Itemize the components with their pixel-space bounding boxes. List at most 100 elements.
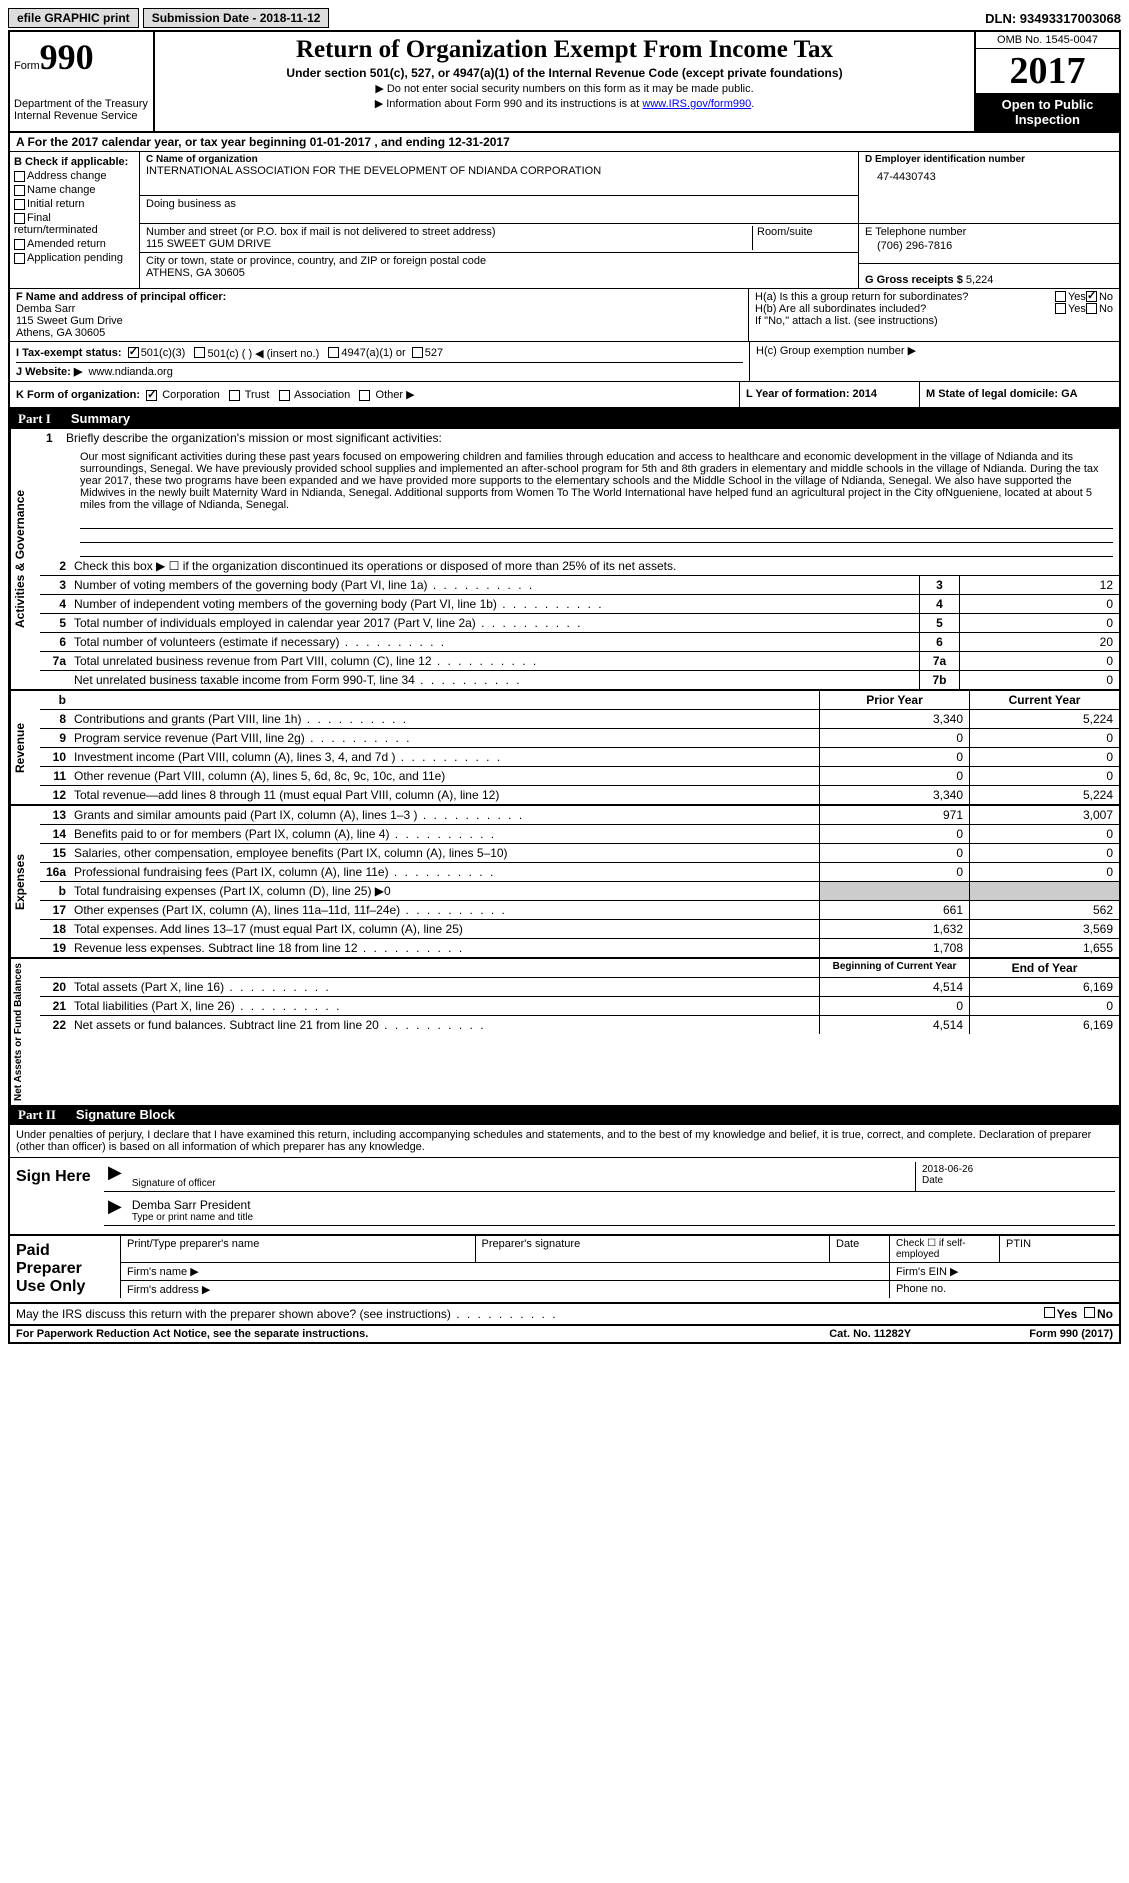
dba-label: Doing business as [146, 198, 852, 210]
line-5-val: 0 [959, 614, 1119, 632]
tax-exempt-row: I Tax-exempt status: 501(c)(3) 501(c) ( … [16, 345, 743, 362]
line-10: Investment income (Part VIII, column (A)… [70, 748, 819, 766]
street-value: 115 SWEET GUM DRIVE [146, 238, 752, 250]
g-label: G Gross receipts $ [865, 274, 963, 286]
self-employed-check[interactable]: Check ☐ if self-employed [889, 1236, 999, 1262]
ha-yes[interactable] [1055, 291, 1066, 302]
form-header: Form990 Department of the Treasury Inter… [10, 32, 1119, 133]
officer-street: 115 Sweet Gum Drive [16, 315, 742, 327]
part-2-title: Signature Block [76, 1107, 175, 1123]
info-note-text: ▶ Information about Form 990 and its ins… [375, 98, 643, 110]
line-7a: Total unrelated business revenue from Pa… [70, 652, 919, 670]
expenses-section: Expenses 13Grants and similar amounts pa… [10, 806, 1119, 959]
chk-initial-return[interactable]: Initial return [14, 198, 135, 210]
chk-association[interactable] [279, 390, 290, 401]
chk-address-change[interactable]: Address change [14, 170, 135, 182]
org-name-cell: C Name of organization INTERNATIONAL ASS… [140, 152, 858, 196]
net-assets-section: Net Assets or Fund Balances Beginning of… [10, 959, 1119, 1105]
line-18: Total expenses. Add lines 13–17 (must eq… [70, 920, 819, 938]
group-return-cell: H(a) Is this a group return for subordin… [749, 289, 1119, 341]
phone-cell: E Telephone number (706) 296-7816 [859, 224, 1119, 264]
form-title: Return of Organization Exempt From Incom… [163, 36, 966, 64]
irs-link[interactable]: www.IRS.gov/form990 [642, 98, 751, 110]
row-f-h: F Name and address of principal officer:… [10, 289, 1119, 342]
blank-line [80, 515, 1113, 529]
ptin-label: PTIN [999, 1236, 1119, 1262]
chk-other[interactable] [359, 390, 370, 401]
firm-name-label: Firm's name ▶ [120, 1263, 889, 1280]
chk-application-pending[interactable]: Application pending [14, 252, 135, 264]
chk-final-return[interactable]: Final return/terminated [14, 212, 135, 236]
line-7a-val: 0 [959, 652, 1119, 670]
officer-printed-name: Demba Sarr President [132, 1198, 1109, 1212]
line-12: Total revenue—add lines 8 through 11 (mu… [70, 786, 819, 804]
page-footer: For Paperwork Reduction Act Notice, see … [10, 1326, 1119, 1342]
line-9: Program service revenue (Part VIII, line… [70, 729, 819, 747]
line-3: Number of voting members of the governin… [70, 576, 919, 594]
chk-trust[interactable] [229, 390, 240, 401]
revenue-label: Revenue [10, 691, 40, 804]
columns-c-to-g: C Name of organization INTERNATIONAL ASS… [140, 152, 1119, 288]
city-label: City or town, state or province, country… [146, 255, 852, 267]
sig-date: 2018-06-26 [922, 1164, 1109, 1175]
line-19: Revenue less expenses. Subtract line 18 … [70, 939, 819, 957]
header-center: Return of Organization Exempt From Incom… [155, 32, 974, 131]
d-label: D Employer identification number [865, 154, 1113, 165]
omb-number: OMB No. 1545-0047 [976, 32, 1119, 49]
discuss-yes[interactable] [1044, 1307, 1055, 1318]
form-subtitle: Under section 501(c), 527, or 4947(a)(1)… [163, 66, 966, 80]
city-value: ATHENS, GA 30605 [146, 267, 852, 279]
chk-amended-return[interactable]: Amended return [14, 238, 135, 250]
revenue-section: Revenue bPrior YearCurrent Year 8Contrib… [10, 691, 1119, 806]
h-note: If "No," attach a list. (see instruction… [755, 315, 1113, 327]
hb-no[interactable] [1086, 303, 1097, 314]
chk-name-change[interactable]: Name change [14, 184, 135, 196]
c-name-label: C Name of organization [146, 154, 852, 165]
sign-here-section: Sign Here ▶ Signature of officer 2018-06… [10, 1158, 1119, 1236]
website-cell: J Website: ▶ www.ndianda.org [16, 362, 743, 378]
line-16b: Total fundraising expenses (Part IX, col… [70, 882, 819, 900]
website-value: www.ndianda.org [88, 366, 172, 378]
paperwork-notice: For Paperwork Reduction Act Notice, see … [16, 1328, 829, 1340]
dept-treasury: Department of the Treasury Internal Reve… [14, 98, 149, 122]
row-a-tax-year: A For the 2017 calendar year, or tax yea… [10, 133, 1119, 152]
hb-label: H(b) Are all subordinates included? [755, 303, 1055, 315]
e-label: E Telephone number [865, 226, 1113, 238]
form-ref: Form 990 (2017) [1029, 1328, 1113, 1340]
tax-year: 2017 [976, 49, 1119, 93]
street-label: Number and street (or P.O. box if mail i… [146, 226, 752, 238]
line-16a: Professional fundraising fees (Part IX, … [70, 863, 819, 881]
part-2-num: Part II [18, 1107, 56, 1123]
end-year-header: End of Year [969, 959, 1119, 977]
line-8: Contributions and grants (Part VIII, lin… [70, 710, 819, 728]
mission-label: Briefly describe the organization's miss… [66, 431, 442, 445]
hc-cell: H(c) Group exemption number ▶ [749, 342, 1119, 381]
column-b-checkboxes: B Check if applicable: Address change Na… [10, 152, 140, 288]
line-6-val: 20 [959, 633, 1119, 651]
dba-cell: Doing business as [140, 196, 858, 224]
room-suite: Room/suite [752, 226, 852, 250]
hb-yes[interactable] [1055, 303, 1066, 314]
discuss-no[interactable] [1084, 1307, 1095, 1318]
part-2-header: Part II Signature Block [10, 1105, 1119, 1125]
form-number: 990 [40, 37, 94, 77]
chk-501c3[interactable] [128, 347, 139, 358]
line-6: Total number of volunteers (estimate if … [70, 633, 919, 651]
m-state-domicile: M State of legal domicile: GA [919, 382, 1119, 407]
chk-corporation[interactable] [146, 390, 157, 401]
line-5: Total number of individuals employed in … [70, 614, 919, 632]
ha-no[interactable] [1086, 291, 1097, 302]
line-4-val: 0 [959, 595, 1119, 613]
line-2: Check this box ▶ ☐ if the organization d… [70, 557, 1119, 575]
discuss-text: May the IRS discuss this return with the… [16, 1307, 1044, 1321]
top-bar: efile GRAPHIC print Submission Date - 20… [8, 8, 1121, 28]
chk-4947[interactable] [328, 347, 339, 358]
efile-print-button[interactable]: efile GRAPHIC print [8, 8, 139, 28]
chk-527[interactable] [412, 347, 423, 358]
arrow-icon: ▶ [104, 1162, 126, 1191]
i-label: I Tax-exempt status: [16, 347, 122, 360]
chk-501c[interactable] [194, 347, 205, 358]
governance-section: Activities & Governance 1Briefly describ… [10, 429, 1119, 691]
b-label: B Check if applicable: [14, 156, 135, 168]
line-7b: Net unrelated business taxable income fr… [70, 671, 919, 689]
